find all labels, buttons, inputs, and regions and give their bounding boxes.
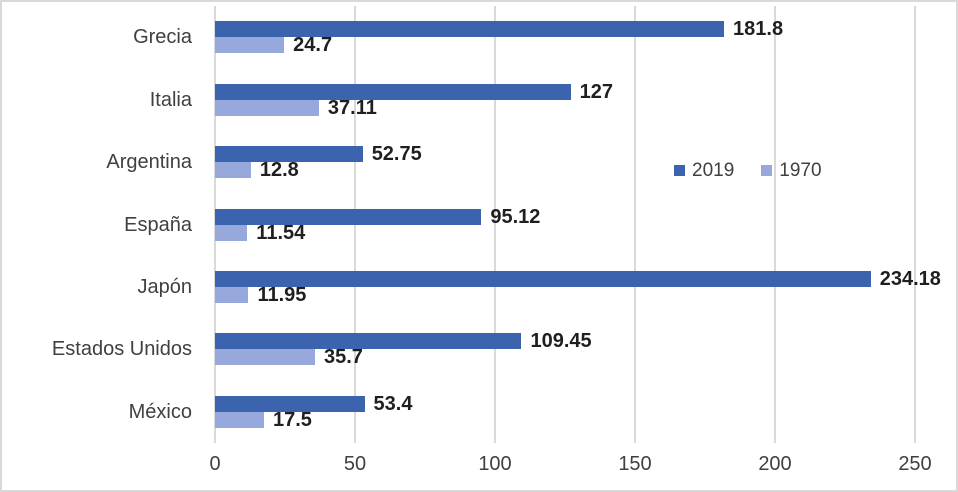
legend-swatch-1970-icon [761, 165, 773, 176]
legend-label-2019: 2019 [692, 160, 735, 181]
data-label-1970-italia: 37.11 [327, 96, 377, 119]
bar-1970-italia [215, 99, 319, 116]
gridline-200 [774, 6, 776, 443]
data-label-1970-japon: 11.95 [257, 283, 307, 306]
data-label-2019-grecia: 181.8 [733, 18, 784, 41]
category-label-mexico: México [128, 400, 192, 423]
data-label-1970-mexico: 17.5 [273, 408, 312, 431]
data-label-2019-espana: 95.12 [490, 205, 541, 228]
x-tick-100: 100 [478, 453, 512, 475]
x-tick-150: 150 [618, 453, 652, 475]
bar-1970-japon [215, 286, 249, 303]
bar-1970-espana [215, 224, 248, 241]
legend-label-1970: 1970 [779, 160, 822, 181]
category-label-japon: Japón [137, 275, 193, 298]
x-tick-250: 250 [898, 453, 932, 475]
legend: 2019 1970 [674, 161, 822, 180]
gridline-100 [494, 6, 496, 443]
data-label-1970-argentina: 12.8 [259, 159, 299, 182]
x-tick-200: 200 [758, 453, 792, 475]
gridline-250 [914, 6, 916, 443]
category-label-italia: Italia [149, 88, 192, 111]
data-label-1970-estados-unidos: 35.7 [323, 346, 363, 369]
x-tick-0: 0 [209, 453, 221, 475]
category-label-estados-unidos: Estados Unidos [51, 338, 192, 361]
bar-2019-italia [215, 83, 571, 100]
category-label-espana: España [124, 213, 192, 236]
bar-2019-japon [215, 270, 871, 287]
bar-2019-mexico [215, 395, 365, 412]
legend-swatch-2019-icon [674, 165, 685, 176]
bar-1970-argentina [215, 162, 251, 179]
bar-1970-mexico [215, 411, 264, 428]
bar-2019-grecia [215, 21, 725, 38]
data-label-1970-grecia: 24.7 [293, 34, 333, 57]
data-label-2019-estados-unidos: 109.45 [530, 330, 592, 353]
bar-1970-estados-unidos [215, 349, 315, 366]
bar-1970-grecia [215, 37, 285, 54]
data-label-2019-mexico: 53.4 [373, 392, 413, 415]
category-label-argentina: Argentina [106, 151, 192, 174]
gridline-50 [354, 6, 356, 443]
data-label-1970-espana: 11.54 [256, 221, 306, 244]
data-label-2019-japon: 234.18 [879, 267, 941, 290]
data-label-2019-italia: 127 [579, 80, 613, 103]
data-label-2019-argentina: 52.75 [371, 143, 422, 166]
bar-2019-argentina [215, 146, 363, 163]
legend-item-1970: 1970 [761, 160, 822, 181]
bar-2019-estados-unidos [215, 333, 522, 350]
legend-item-2019: 2019 [674, 161, 734, 180]
category-label-grecia: Grecia [133, 26, 192, 49]
x-tick-50: 50 [343, 453, 367, 475]
bar-2019-espana [215, 208, 482, 225]
gridline-150 [634, 6, 636, 443]
